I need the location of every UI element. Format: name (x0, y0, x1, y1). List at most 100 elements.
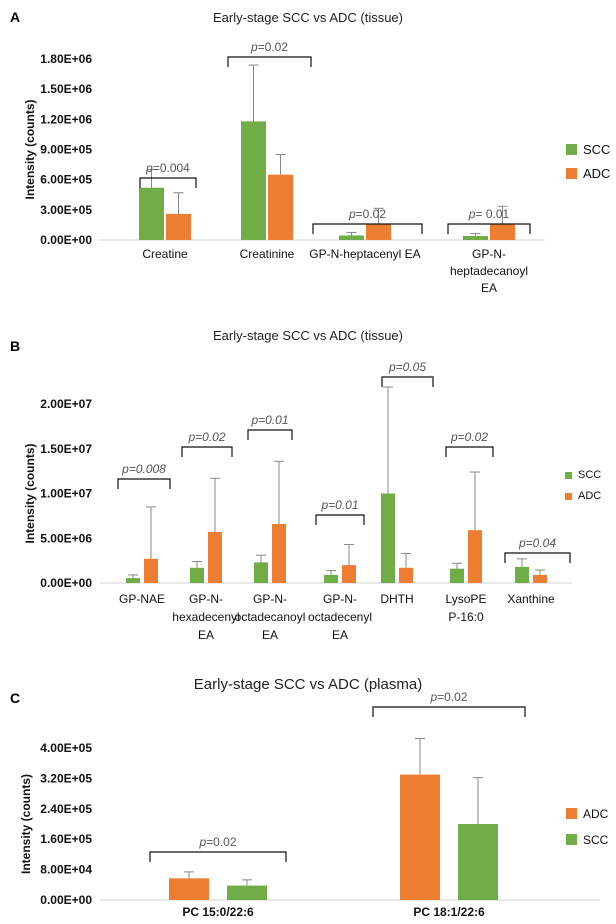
significance-bracket (139, 177, 197, 188)
p-value: = 0.01 (475, 207, 509, 221)
p-symbol: p (187, 430, 195, 444)
legend-swatch-scc (566, 144, 577, 155)
p-value: =0.01 (328, 498, 358, 512)
significance-bracket (149, 851, 287, 862)
significance-bracket (315, 514, 365, 525)
category-label: PC 15:0/22:6 (182, 905, 254, 919)
significance-bracket (181, 446, 233, 457)
y-tick-label: 1.20E+06 (40, 112, 92, 126)
p-value: =0.02 (258, 40, 289, 54)
p-value: =0.02 (195, 430, 226, 444)
y-tick-label: 0.00E+00 (40, 233, 92, 247)
bar-adc (399, 567, 413, 583)
bar-scc (463, 235, 488, 240)
p-symbol: p (450, 430, 458, 444)
y-tick-label: 0.00E+00 (40, 576, 92, 590)
bar-adc (342, 565, 356, 583)
category-label: octadecenyl (308, 610, 372, 624)
p-value: =0.01 (258, 413, 288, 427)
bar-scc (241, 121, 266, 240)
significance-bracket (117, 478, 171, 489)
chart-panel-b: B Early-stage SCC vs ADC (tissue) Intensit… (10, 328, 601, 642)
chart-panel-c: C Early-stage SCC vs ADC (plasma) Intensit… (10, 676, 609, 919)
category-label: EA (332, 628, 348, 642)
y-tick-label: 4.00E+05 (40, 741, 92, 755)
y-axis-label: Intensity (counts) (23, 99, 37, 199)
bar-scc (458, 824, 498, 900)
category-label: heptadecanoyl (450, 264, 528, 278)
p-symbol: p (348, 207, 356, 221)
p-symbol: p (198, 835, 206, 849)
p-symbol: p (429, 690, 437, 704)
significance-bracket (312, 223, 423, 234)
bar-adc (169, 878, 209, 900)
p-value: =0.008 (129, 462, 166, 476)
bar-adc (208, 531, 222, 583)
category-label: GP-NAE (119, 592, 165, 606)
y-tick-label: 1.60E+05 (40, 832, 92, 846)
category-label: GP-N- (472, 247, 506, 261)
category-label: PC 18:1/22:6 (413, 905, 485, 919)
p-value-label: p=0.02 (450, 430, 488, 444)
p-value: =0.004 (153, 161, 190, 175)
p-value: =0.02 (437, 690, 468, 704)
category-label: EA (198, 628, 214, 642)
y-axis-label: Intensity (counts) (19, 774, 33, 874)
y-tick-label: 3.00E+05 (40, 203, 92, 217)
y-tick-label: 1.00E+07 (40, 487, 92, 501)
p-symbol: p (518, 536, 526, 550)
category-label: P-16:0 (448, 610, 484, 624)
significance-bracket (381, 376, 434, 387)
p-value-label: p=0.01 (250, 413, 288, 427)
significance-bracket (447, 223, 531, 234)
legend-label-adc: ADC (583, 166, 610, 181)
category-label: GP-N- (323, 592, 357, 606)
significance-bracket (247, 429, 293, 440)
p-symbol: p (388, 360, 396, 374)
bar-scc (254, 562, 268, 583)
y-tick-label: 8.00E+04 (40, 863, 92, 877)
legend-swatch-scc (565, 472, 572, 479)
y-tick-label: 1.80E+06 (40, 52, 92, 66)
bar-adc (166, 213, 191, 240)
chart-title: Early-stage SCC vs ADC (tissue) (213, 328, 403, 343)
category-label: Xanthine (507, 592, 555, 606)
category-label: GP-N- (253, 592, 287, 606)
bar-scc (339, 235, 364, 240)
chart-title: Early-stage SCC vs ADC (plasma) (194, 676, 422, 693)
bar-adc (366, 224, 391, 240)
category-label: GP-N- (189, 592, 223, 606)
category-label: Creatinine (240, 247, 295, 261)
bar-adc (468, 530, 482, 583)
p-value-label: p= 0.01 (468, 207, 510, 221)
significance-bracket (372, 706, 526, 717)
significance-bracket (504, 552, 571, 563)
legend-label-adc: ADC (583, 807, 609, 821)
p-value-label: p=0.008 (121, 462, 166, 476)
p-value-label: p=0.05 (388, 360, 426, 374)
bar-scc (324, 574, 338, 583)
panel-letter: B (10, 338, 20, 354)
legend-label-scc: SCC (583, 833, 609, 847)
p-value: =0.02 (458, 430, 489, 444)
category-label: EA (262, 628, 278, 642)
category-label: EA (481, 281, 497, 295)
bar-scc (126, 578, 140, 583)
y-tick-label: 0.00E+00 (40, 893, 92, 907)
y-tick-label: 1.50E+07 (40, 442, 92, 456)
p-symbol: p (468, 207, 476, 221)
p-symbol: p (145, 161, 153, 175)
bar-adc (144, 558, 158, 583)
p-value: =0.02 (206, 835, 237, 849)
y-tick-label: 6.00E+05 (40, 173, 92, 187)
legend-label-scc: SCC (583, 142, 610, 157)
bar-adc (400, 774, 440, 900)
p-value-label: p=0.02 (348, 207, 386, 221)
legend-swatch-adc (566, 808, 577, 819)
chart-panel-a: A Early-stage SCC vs ADC (tissue) Intensit… (10, 9, 610, 295)
bar-adc (490, 223, 515, 240)
category-label: DHTH (380, 592, 413, 606)
legend-label-adc: ADC (578, 490, 601, 502)
bar-adc (268, 174, 293, 240)
